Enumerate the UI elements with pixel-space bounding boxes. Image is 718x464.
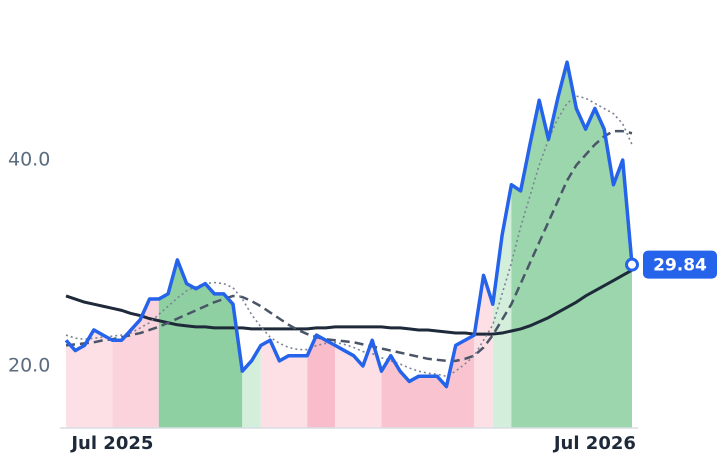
zone-area — [511, 62, 632, 429]
zone-area — [66, 329, 113, 428]
last-value-label: 29.84 — [653, 256, 707, 276]
zone-area — [381, 335, 475, 428]
x-tick-label: Jul 2026 — [552, 433, 636, 454]
zone-area — [335, 340, 382, 428]
series-line — [64, 60, 634, 389]
zone-area — [112, 299, 159, 428]
y-tick-label: 40.0 — [8, 149, 50, 171]
last-value-dot — [625, 257, 639, 272]
zone-area — [260, 340, 308, 428]
zone-area — [492, 184, 512, 428]
x-tick-label: Jul 2025 — [69, 433, 153, 454]
zone-area — [307, 335, 336, 428]
series-line — [65, 268, 633, 336]
y-tick-label: 20.0 — [8, 355, 50, 377]
series-line — [65, 95, 633, 378]
zone-area — [158, 259, 243, 428]
series-line — [65, 129, 633, 363]
last-value-badge — [643, 250, 717, 279]
